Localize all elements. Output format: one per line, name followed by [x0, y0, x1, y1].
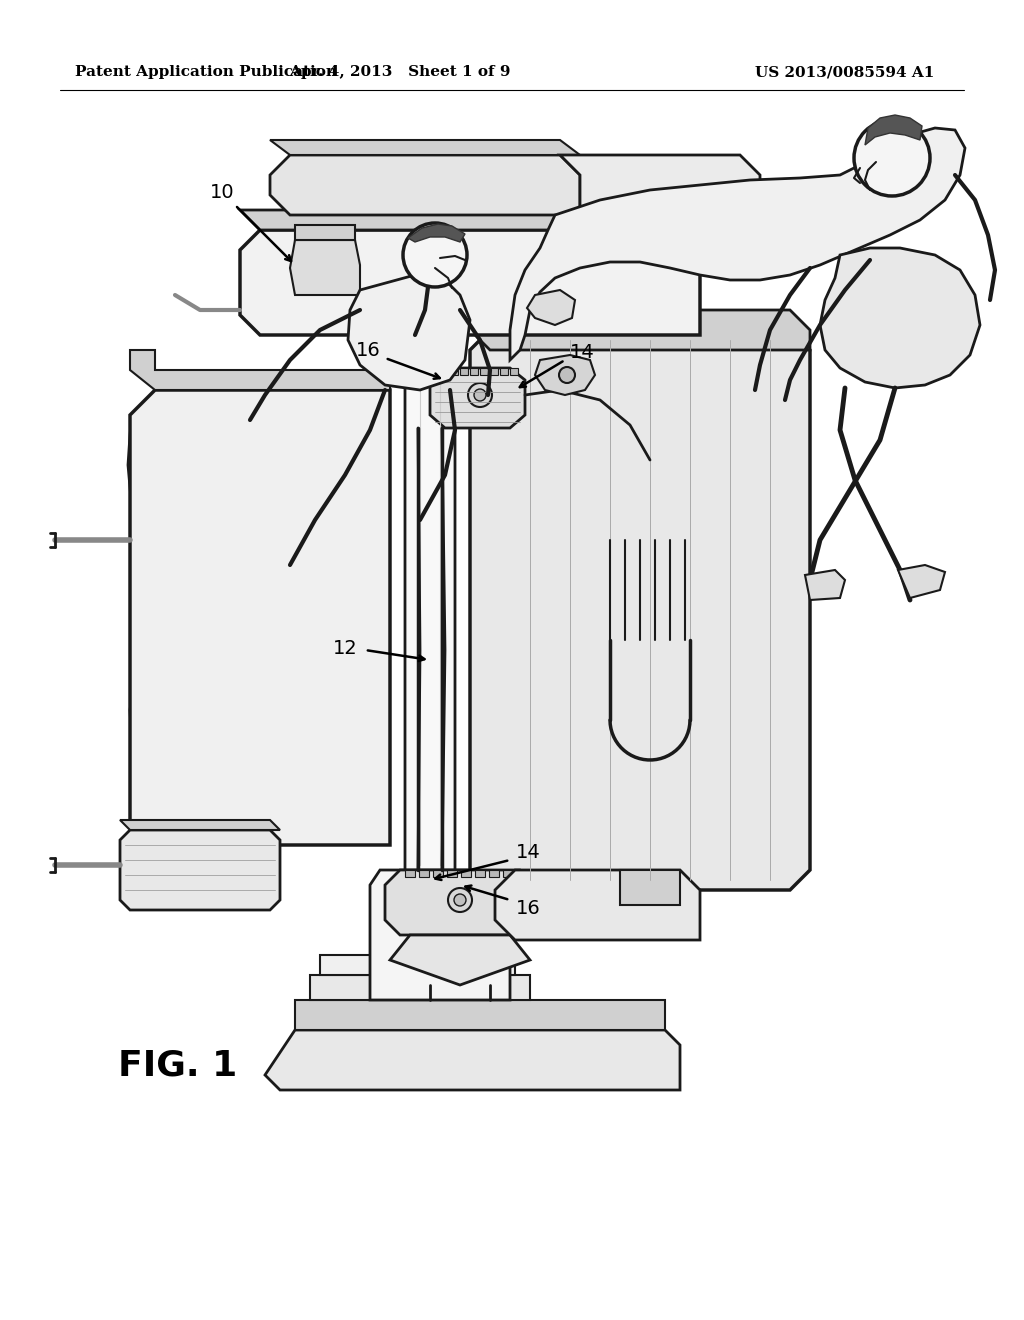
Polygon shape — [130, 389, 390, 845]
Polygon shape — [406, 360, 455, 870]
Polygon shape — [419, 870, 429, 876]
Polygon shape — [290, 240, 360, 294]
Text: FIG. 1: FIG. 1 — [118, 1048, 238, 1082]
Polygon shape — [489, 870, 499, 876]
Polygon shape — [510, 128, 965, 360]
Text: Patent Application Publication: Patent Application Publication — [75, 65, 337, 79]
Polygon shape — [503, 870, 513, 876]
Polygon shape — [470, 368, 478, 375]
Polygon shape — [475, 870, 485, 876]
Polygon shape — [348, 275, 470, 389]
Polygon shape — [128, 395, 295, 810]
Polygon shape — [240, 230, 700, 335]
Circle shape — [403, 223, 467, 286]
Polygon shape — [510, 368, 518, 375]
Polygon shape — [319, 954, 515, 975]
Text: 12: 12 — [333, 639, 357, 657]
Polygon shape — [490, 368, 498, 375]
Polygon shape — [470, 310, 810, 350]
Polygon shape — [447, 870, 457, 876]
Text: 14: 14 — [569, 342, 594, 362]
Polygon shape — [270, 140, 580, 154]
Polygon shape — [560, 154, 760, 215]
Polygon shape — [295, 1001, 665, 1030]
Polygon shape — [460, 368, 468, 375]
Text: 10: 10 — [210, 182, 234, 202]
Circle shape — [474, 389, 486, 401]
Polygon shape — [390, 935, 530, 985]
Polygon shape — [270, 154, 580, 215]
Polygon shape — [865, 115, 922, 145]
Polygon shape — [430, 368, 525, 428]
Circle shape — [468, 383, 492, 407]
Polygon shape — [370, 870, 510, 1001]
Text: US 2013/0085594 A1: US 2013/0085594 A1 — [755, 65, 934, 79]
Text: 16: 16 — [516, 899, 541, 917]
Text: 14: 14 — [516, 842, 541, 862]
Circle shape — [449, 888, 472, 912]
Polygon shape — [120, 830, 280, 909]
Polygon shape — [406, 870, 415, 876]
Circle shape — [854, 120, 930, 195]
Polygon shape — [385, 870, 535, 935]
Circle shape — [454, 894, 466, 906]
Polygon shape — [265, 1030, 680, 1090]
Polygon shape — [805, 570, 845, 601]
Text: 16: 16 — [355, 341, 380, 359]
Polygon shape — [500, 368, 508, 375]
Polygon shape — [898, 565, 945, 598]
Polygon shape — [620, 870, 680, 906]
Polygon shape — [408, 224, 465, 242]
Polygon shape — [495, 870, 700, 940]
Circle shape — [559, 367, 575, 383]
Polygon shape — [120, 820, 280, 830]
Polygon shape — [310, 975, 530, 1001]
Text: Apr. 4, 2013   Sheet 1 of 9: Apr. 4, 2013 Sheet 1 of 9 — [289, 65, 511, 79]
Polygon shape — [295, 224, 355, 240]
Polygon shape — [240, 210, 700, 230]
Polygon shape — [470, 330, 810, 890]
Polygon shape — [461, 870, 471, 876]
Polygon shape — [820, 248, 980, 388]
Polygon shape — [130, 350, 390, 389]
Polygon shape — [527, 290, 575, 325]
Polygon shape — [480, 368, 488, 375]
Polygon shape — [433, 870, 443, 876]
Polygon shape — [535, 355, 595, 395]
Polygon shape — [450, 368, 458, 375]
